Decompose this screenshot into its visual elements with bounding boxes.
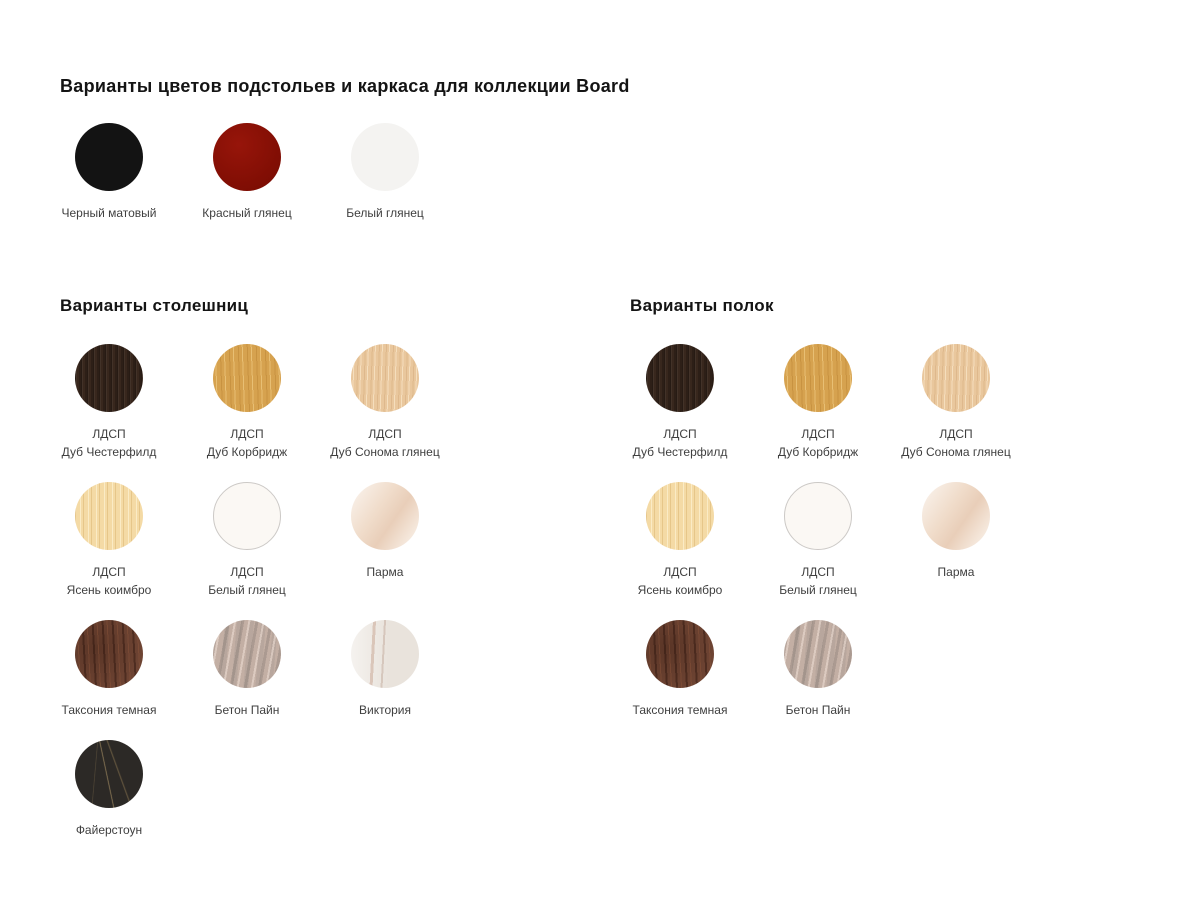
swatch-sonoma [922, 344, 990, 412]
swatch-label: Таксония темная [632, 703, 728, 717]
frame-colors-rows: Черный матовый Красный глянец Белый глянец [40, 123, 480, 222]
tabletops-heading: Варианты столешниц [60, 296, 249, 315]
swatch-label: Файерстоун [75, 823, 143, 837]
swatch-row: ЛДСП Ясень коимбро ЛДСП Белый глянец Парма [611, 482, 1051, 599]
shelves-section: Варианты полок ЛДСП Дуб Честерфилд ЛДСП Дуб… [611, 296, 1051, 740]
swatch-label: ЛДСП Белый глянец [779, 565, 857, 597]
swatch-label: Виктория [358, 703, 411, 717]
swatch-label: ЛДСП Дуб Корбридж [777, 427, 859, 459]
swatch-row: Черный матовый Красный глянец Белый глянец [40, 123, 480, 222]
swatch-black [75, 123, 143, 191]
swatch-cell: ЛДСП Дуб Сонома глянец [887, 344, 1025, 461]
swatch-cell: Файерстоун [40, 740, 178, 839]
swatch-cell: Красный глянец [178, 123, 316, 222]
swatch-label: Белый глянец [346, 206, 424, 220]
swatch-cell: ЛДСП Белый глянец [749, 482, 887, 599]
swatch-firestone [75, 740, 143, 808]
frame-colors-section: Варианты цветов подстольев и каркаса для… [40, 76, 630, 243]
swatch-chesterfield [646, 344, 714, 412]
swatch-label: ЛДСП Дуб Сонома глянец [330, 427, 440, 459]
swatch-cell: ЛДСП Дуб Честерфилд [40, 344, 178, 461]
tabletops-rows: ЛДСП Дуб Честерфилд ЛДСП Дуб Корбридж ЛДСП Ду… [40, 344, 480, 839]
swatch-row: Файерстоун [40, 740, 480, 839]
swatch-label: ЛДСП Ясень коимбро [66, 565, 152, 597]
swatch-cell: Таксония темная [611, 620, 749, 719]
swatch-cell: ЛДСП Дуб Честерфилд [611, 344, 749, 461]
swatch-chesterfield [75, 344, 143, 412]
swatch-white-gloss [351, 123, 419, 191]
swatch-red [213, 123, 281, 191]
shelves-heading: Варианты полок [630, 296, 774, 315]
swatch-label: ЛДСП Дуб Честерфилд [632, 427, 728, 459]
swatch-label: Красный глянец [202, 206, 292, 220]
swatch-sonoma [351, 344, 419, 412]
swatch-row: Таксония темная Бетон Пайн [611, 620, 1051, 719]
swatch-cell: ЛДСП Ясень коимбро [611, 482, 749, 599]
swatch-label: ЛДСП Белый глянец [208, 565, 286, 597]
swatch-taxonia [75, 620, 143, 688]
swatch-cell: Парма [887, 482, 1025, 599]
swatch-parma [351, 482, 419, 550]
swatch-taxonia [646, 620, 714, 688]
swatch-cell: Таксония темная [40, 620, 178, 719]
swatch-ash [75, 482, 143, 550]
swatch-label: ЛДСП Дуб Корбридж [206, 427, 288, 459]
swatch-cell: Бетон Пайн [749, 620, 887, 719]
swatch-label: ЛДСП Ясень коимбро [637, 565, 723, 597]
swatch-row: ЛДСП Дуб Честерфилд ЛДСП Дуб Корбридж ЛДСП Ду… [611, 344, 1051, 461]
swatch-cell: Виктория [316, 620, 454, 719]
swatch-cell: Бетон Пайн [178, 620, 316, 719]
swatch-cell: ЛДСП Дуб Корбридж [178, 344, 316, 461]
swatch-cell: Черный матовый [40, 123, 178, 222]
swatch-cell: Парма [316, 482, 454, 599]
swatch-corbridge [784, 344, 852, 412]
shelves-rows: ЛДСП Дуб Честерфилд ЛДСП Дуб Корбридж ЛДСП Ду… [611, 344, 1051, 719]
swatch-concrete [784, 620, 852, 688]
swatch-label: ЛДСП Дуб Сонома глянец [901, 427, 1011, 459]
swatch-concrete [213, 620, 281, 688]
swatch-parma [922, 482, 990, 550]
swatch-cell: ЛДСП Ясень коимбро [40, 482, 178, 599]
page-title: Варианты цветов подстольев и каркаса для… [60, 76, 630, 96]
tabletops-section: Варианты столешниц ЛДСП Дуб Честерфилд ЛДС… [40, 296, 480, 860]
swatch-white-ldsp [784, 482, 852, 550]
swatch-label: Таксония темная [61, 703, 157, 717]
swatch-victoria [351, 620, 419, 688]
swatch-label: Бетон Пайн [785, 703, 851, 717]
swatch-row: ЛДСП Дуб Честерфилд ЛДСП Дуб Корбридж ЛДСП Ду… [40, 344, 480, 461]
swatch-white-ldsp [213, 482, 281, 550]
swatch-row: ЛДСП Ясень коимбро ЛДСП Белый глянец Парма [40, 482, 480, 599]
swatch-cell: ЛДСП Белый глянец [178, 482, 316, 599]
swatch-label: Черный матовый [61, 206, 157, 220]
swatch-corbridge [213, 344, 281, 412]
swatch-label: ЛДСП Дуб Честерфилд [61, 427, 157, 459]
swatch-cell: ЛДСП Дуб Корбридж [749, 344, 887, 461]
swatch-label: Бетон Пайн [214, 703, 280, 717]
swatch-cell: Белый глянец [316, 123, 454, 222]
swatch-cell: ЛДСП Дуб Сонома глянец [316, 344, 454, 461]
swatch-label: Парма [937, 565, 975, 579]
swatch-row: Таксония темная Бетон Пайн Виктория [40, 620, 480, 719]
swatch-label: Парма [366, 565, 404, 579]
swatch-ash [646, 482, 714, 550]
